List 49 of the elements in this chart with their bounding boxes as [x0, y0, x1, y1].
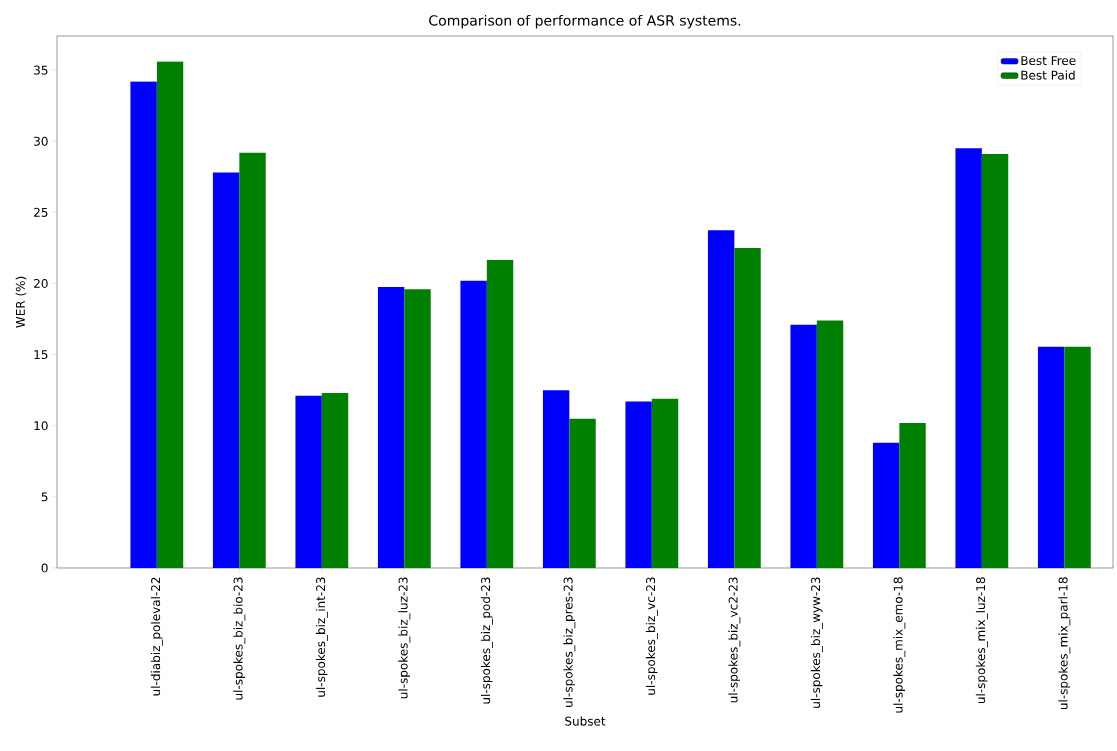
x-tick-label: ul-diabiz_poleval-22	[150, 577, 163, 696]
bar	[816, 320, 844, 568]
bar	[625, 401, 652, 568]
bar	[872, 442, 900, 568]
bar	[734, 247, 761, 568]
x-tick-label: ul-spokes_mix_luz-18	[975, 577, 988, 704]
bar	[295, 395, 322, 568]
bar	[899, 422, 926, 568]
bar	[707, 230, 735, 568]
bar	[486, 260, 514, 568]
bar	[156, 61, 184, 568]
x-tick-label: ul-spokes_biz_luz-23	[398, 577, 411, 699]
x-tick-label: ul-spokes_biz_int-23	[315, 577, 328, 697]
bar	[212, 172, 240, 568]
bar	[569, 418, 596, 568]
x-tick-label: ul-spokes_biz_vc-23	[645, 577, 658, 695]
legend-label: Best Free	[1021, 56, 1076, 66]
x-tick-label: ul-spokes_biz_bio-23	[233, 577, 246, 700]
x-tick-label: ul-spokes_biz_pres-23	[563, 577, 576, 707]
bar	[239, 152, 266, 568]
y-tick-label: 35	[34, 65, 48, 75]
bar	[130, 81, 157, 568]
x-tick-label: ul-spokes_biz_wyw-23	[810, 577, 823, 708]
x-tick-label: ul-spokes_mix_emo-18	[893, 577, 906, 713]
bar	[651, 398, 679, 568]
y-axis-title: WER (%)	[15, 276, 27, 328]
y-tick-label: 15	[34, 350, 48, 360]
legend-label: Best Paid	[1021, 70, 1075, 80]
y-tick-label: 25	[34, 207, 48, 217]
y-tick-label: 0	[41, 563, 48, 573]
x-axis-title: Subset	[565, 716, 606, 726]
y-tick-label: 30	[34, 136, 48, 146]
y-tick-label: 10	[34, 421, 48, 431]
bar	[460, 280, 487, 568]
bar	[1037, 346, 1065, 568]
bar	[955, 148, 982, 568]
x-tick-label: ul-spokes_mix_parl-18	[1058, 577, 1071, 710]
bar	[1064, 346, 1091, 568]
x-tick-label: ul-spokes_biz_vc2-23	[728, 577, 741, 703]
bar	[404, 289, 431, 568]
bar	[542, 390, 570, 568]
bar	[981, 154, 1009, 568]
x-tick-label: ul-spokes_biz_pod-23	[480, 577, 493, 704]
chart-title: Comparison of performance of ASR systems.	[429, 14, 741, 29]
y-tick-label: 5	[41, 492, 48, 502]
bar	[377, 287, 405, 568]
bar	[321, 393, 349, 568]
bar	[790, 324, 817, 568]
y-tick-label: 20	[34, 278, 48, 289]
